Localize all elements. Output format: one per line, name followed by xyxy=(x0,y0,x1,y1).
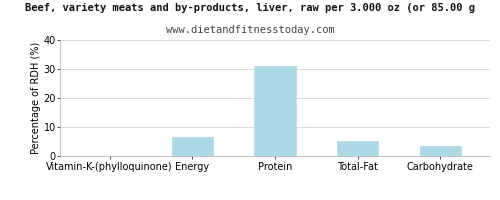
Y-axis label: Percentage of RDH (%): Percentage of RDH (%) xyxy=(30,42,40,154)
Text: www.dietandfitnesstoday.com: www.dietandfitnesstoday.com xyxy=(166,25,334,35)
Bar xyxy=(420,146,461,156)
Text: Beef, variety meats and by-products, liver, raw per 3.000 oz (or 85.00 g: Beef, variety meats and by-products, liv… xyxy=(25,3,475,13)
Bar xyxy=(254,66,296,156)
Bar xyxy=(172,137,213,156)
Bar xyxy=(337,141,378,156)
